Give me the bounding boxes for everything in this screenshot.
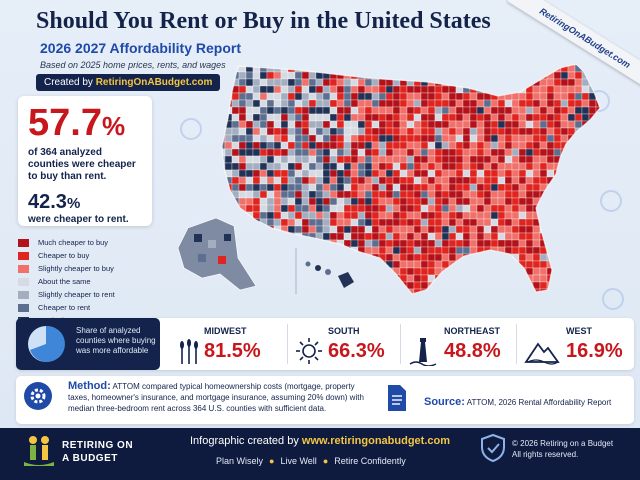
region-west: WEST 16.9% (520, 318, 632, 370)
legend-item: Slightly cheaper to buy (18, 262, 115, 275)
gear-icon (24, 382, 52, 410)
method-text: Method: ATTOM compared typical homeowner… (68, 380, 364, 414)
wheat-icon (180, 339, 198, 364)
legend-item: Much cheaper to buy (18, 236, 115, 249)
footer-copyright: © 2026 Retiring on a Budget All rights re… (512, 439, 614, 459)
legend-label: Cheaper to buy (38, 251, 90, 260)
legend-label: Much cheaper to buy (38, 238, 109, 247)
legend-label: Slightly cheaper to buy (38, 264, 114, 273)
method-heading: Method: (68, 380, 111, 392)
region-name: NORTHEAST (444, 326, 500, 336)
lighthouse-icon (409, 338, 437, 366)
region-value: 81.5% (204, 340, 261, 362)
footer-taglines: Plan Wisely ● Live Well ● Retire Confidently (216, 456, 406, 466)
region-value: 66.3% (328, 340, 385, 362)
region-south: SOUTH 66.3% (290, 318, 400, 370)
region-northeast: NORTHEAST 48.8% (404, 318, 514, 370)
legend-item: About the same (18, 275, 115, 288)
document-icon (388, 385, 406, 411)
source-heading: Source: (424, 396, 465, 408)
divider (287, 324, 288, 364)
rent-description: were cheaper to rent. (28, 214, 129, 225)
legend-label: Slightly cheaper to rent (38, 290, 115, 299)
region-value: 48.8% (444, 340, 501, 362)
share-text: Share of analyzed counties where buying … (76, 326, 156, 355)
share-box: Share of analyzed counties where buying … (16, 318, 160, 370)
legend-swatch (18, 290, 29, 299)
headline-stats-card: 57.7% of 364 analyzed counties were chea… (18, 96, 152, 226)
divider (516, 324, 517, 364)
legend-item: Slightly cheaper to rent (18, 288, 115, 301)
pie-icon (28, 325, 65, 362)
region-name: MIDWEST (204, 326, 247, 336)
region-value: 16.9% (566, 340, 623, 362)
based-on-note: Based on 2025 home prices, rents, and wa… (40, 60, 226, 70)
method-panel (16, 376, 634, 424)
region-name: WEST (566, 326, 592, 336)
legend-label: Cheaper to rent (38, 303, 91, 312)
footer-brand: RETIRING ON A BUDGET (62, 440, 134, 464)
legend-item: Cheaper to rent (18, 301, 115, 314)
sun-icon (296, 338, 322, 364)
legend-label: About the same (38, 277, 91, 286)
shield-check-icon (481, 433, 505, 463)
created-by-badge: Created by RetiringOnABudget.com (36, 74, 221, 91)
us-county-map (177, 63, 601, 295)
footer (0, 428, 640, 480)
mountain-icon (524, 342, 560, 365)
legend-swatch (18, 238, 29, 247)
legend-swatch (18, 277, 29, 286)
hawaii-shape (305, 261, 354, 288)
map-legend: Much cheaper to buy Cheaper to buy Slightl… (18, 236, 115, 327)
created-by-site[interactable]: RetiringOnABudget.com (95, 77, 213, 88)
rent-percentage: 42.3% (28, 191, 81, 213)
legend-swatch (18, 264, 29, 273)
retiree-icon (180, 118, 202, 140)
footer-site-link[interactable]: www.retiringonabudget.com (301, 435, 451, 447)
report-subtitle: 2026 2027 Affordability Report (40, 40, 241, 56)
buy-percentage: 57.7% (28, 102, 126, 144)
region-name: SOUTH (328, 326, 360, 336)
source-text: Source: ATTOM, 2026 Rental Affordability… (424, 396, 612, 408)
alaska-shape (177, 217, 257, 291)
page-title: Should You Rent or Buy in the United Sta… (36, 8, 491, 34)
region-midwest: MIDWEST 81.5% (168, 318, 286, 370)
divider (400, 324, 401, 364)
retiree-icon (600, 190, 622, 212)
legend-item: Cheaper to buy (18, 249, 115, 262)
retiree-icon (602, 288, 624, 310)
retirees-logo-icon (24, 436, 54, 466)
legend-swatch (18, 303, 29, 312)
footer-created-by: Infographic created by www.retiringonabu… (190, 435, 451, 447)
buy-description: of 364 analyzed counties were cheaper to… (28, 147, 136, 182)
legend-swatch (18, 251, 29, 260)
